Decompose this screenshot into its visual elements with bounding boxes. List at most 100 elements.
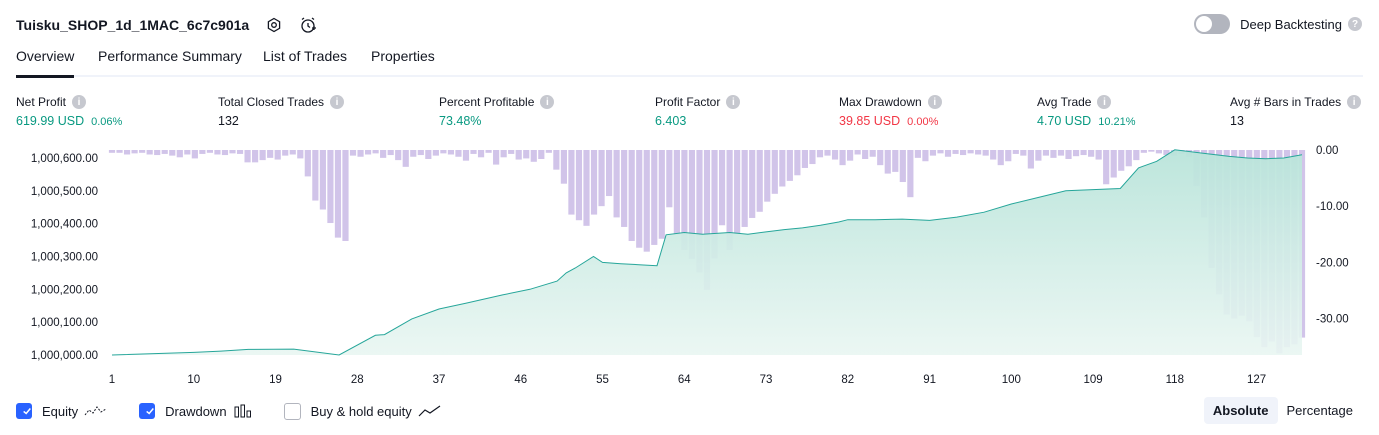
drawdown-bar [508, 150, 515, 154]
add-alert-icon[interactable] [299, 16, 317, 34]
drawdown-bar [583, 150, 590, 226]
metric-label: Percent Profitable [439, 95, 535, 109]
drawdown-bar [1148, 150, 1155, 152]
drawdown-bar [1005, 150, 1012, 162]
x-axis-tick: 10 [187, 374, 200, 386]
legend-equity[interactable]: Equity [16, 403, 108, 419]
right-axis-tick: -30.00 [1316, 314, 1349, 326]
drawdown-bar [862, 150, 869, 159]
info-icon[interactable]: i [726, 95, 741, 109]
drawdown-bar [801, 150, 808, 168]
drawdown-bar [756, 150, 763, 212]
drawdown-bar [372, 150, 379, 154]
drawdown-bar [959, 150, 967, 156]
tab-overview[interactable]: Overview [16, 48, 75, 78]
drawdown-bar [1035, 150, 1042, 161]
metric-max-drawdown: Max Drawdown i 39.85 USD 0.00% [839, 94, 942, 128]
drawdown-bar [869, 150, 876, 157]
percentage-button[interactable]: Percentage [1286, 403, 1354, 418]
tab-properties[interactable]: Properties [371, 48, 435, 64]
drawdown-bar [357, 150, 364, 157]
drawdown-bar [967, 150, 974, 154]
drawdown-bar [312, 150, 319, 201]
drawdown-bar [809, 150, 816, 165]
info-icon[interactable]: i [330, 95, 345, 109]
x-axis-tick: 91 [923, 374, 936, 386]
chart-legend: Equity Drawdown Buy & hold equity [16, 401, 473, 421]
strategy-header: Tuisku_SHOP_1d_1MAC_6c7c901a [16, 14, 317, 36]
right-axis-tick: -10.00 [1316, 201, 1349, 213]
drawdown-bar [734, 150, 741, 234]
drawdown-bar [470, 150, 477, 154]
buy-hold-checkbox[interactable] [283, 402, 301, 420]
drawdown-bar [116, 150, 123, 153]
drawdown-bar [1140, 150, 1147, 153]
drawdown-bar [651, 150, 658, 245]
drawdown-bar [1027, 150, 1034, 169]
drawdown-bar [1088, 150, 1095, 157]
drawdown-checkbox[interactable] [139, 403, 156, 419]
info-icon[interactable]: i [927, 95, 942, 109]
drawdown-bar [108, 150, 116, 153]
equity-drawdown-chart: 1,000,000.00 1,000,100.00 1,000,200.00 1,00… [31, 145, 1349, 386]
x-axis-tick: 127 [1247, 374, 1266, 386]
drawdown-bar [681, 150, 688, 250]
drawdown-bar [364, 150, 372, 155]
legend-buy-hold[interactable]: Buy & hold equity [283, 402, 442, 420]
metric-label: Max Drawdown [839, 95, 922, 109]
drawdown-bar [718, 150, 726, 226]
left-axis-tick: 1,000,300.00 [31, 252, 98, 264]
drawdown-bar [538, 150, 545, 159]
equity-checkbox[interactable] [16, 403, 32, 419]
info-icon[interactable]: ? [1348, 17, 1362, 31]
info-icon[interactable]: i [1097, 95, 1112, 109]
drawdown-bar [1042, 150, 1050, 156]
metric-value: 132 [218, 114, 239, 128]
drawdown-bar [621, 150, 628, 227]
drawdown-bar [786, 150, 793, 181]
deep-backtesting-toggle[interactable] [1194, 14, 1231, 34]
drawdown-bar [493, 150, 500, 165]
drawdown-bar [500, 150, 507, 158]
drawdown-bar [432, 150, 439, 156]
drawdown-bar [221, 150, 229, 156]
x-axis: 1 10 19 28 37 46 55 64 73 82 91 100 109 118 127 [109, 374, 1266, 386]
metric-label: Avg # Bars in Trades [1230, 95, 1342, 109]
drawdown-bar [982, 150, 989, 156]
drawdown-bar [1163, 150, 1170, 156]
drawdown-bar [1125, 150, 1132, 167]
drawdown-bar [575, 150, 583, 221]
right-axis-tick: -20.00 [1316, 257, 1349, 269]
drawdown-bar [349, 150, 357, 156]
deep-backtesting: Deep Backtesting ? [1194, 14, 1362, 34]
strategy-name: Tuisku_SHOP_1d_1MAC_6c7c901a [16, 17, 250, 33]
drawdown-bar [899, 150, 906, 183]
buy-hold-series-icon [418, 405, 441, 417]
info-icon[interactable]: i [1347, 95, 1362, 109]
drawdown-label: Drawdown [165, 403, 227, 419]
settings-icon[interactable] [265, 16, 283, 34]
drawdown-bar [342, 150, 349, 241]
drawdown-bar [139, 150, 146, 153]
metric-value: 619.99 USD [16, 114, 85, 128]
metric-value: 13 [1230, 114, 1244, 128]
drawdown-bar [455, 150, 462, 157]
x-axis-tick: 37 [433, 374, 446, 386]
drawdown-bar [673, 150, 680, 235]
drawdown-bar [485, 150, 492, 153]
absolute-button[interactable]: Absolute [1203, 397, 1278, 424]
drawdown-bar [214, 150, 221, 155]
legend-drawdown[interactable]: Drawdown [139, 403, 252, 419]
drawdown-bar [944, 150, 952, 157]
left-axis-tick: 1,000,400.00 [31, 219, 98, 231]
info-icon[interactable]: i [540, 95, 555, 109]
tab-list-of-trades[interactable]: List of Trades [263, 48, 348, 64]
x-axis-tick: 73 [760, 374, 773, 386]
tab-performance-summary[interactable]: Performance Summary [98, 48, 242, 64]
metric-percent-profitable: Percent Profitable i 73.48% [439, 94, 555, 128]
info-icon[interactable]: i [72, 95, 87, 109]
drawdown-bar [402, 150, 409, 167]
drawdown-bar [447, 150, 455, 155]
drawdown-bar [1057, 150, 1065, 156]
drawdown-bar [929, 150, 937, 156]
